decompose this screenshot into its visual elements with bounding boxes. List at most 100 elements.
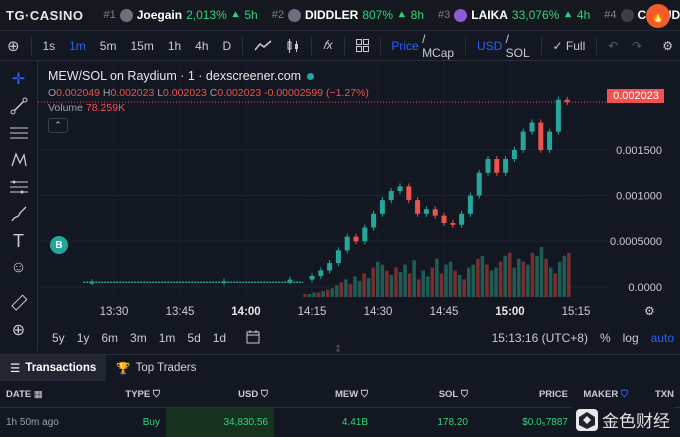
text-icon[interactable]: T	[13, 230, 24, 251]
price-label: Price	[391, 38, 419, 53]
line-chart-icon[interactable]	[247, 31, 279, 61]
horizontal-lines-icon[interactable]	[7, 123, 31, 143]
header-sol[interactable]: SOL ⛉	[374, 382, 474, 407]
header-date-label: DATE	[6, 389, 32, 400]
redo-icon[interactable]: ↷	[632, 38, 643, 53]
interval-1h[interactable]: 1h	[167, 38, 182, 53]
volume-bar	[321, 291, 325, 297]
clock-readout[interactable]: 15:13:16 (UTC+8)	[491, 331, 588, 345]
volume-bar	[325, 289, 330, 297]
header-date[interactable]: DATE ▦	[0, 382, 100, 407]
undo-icon[interactable]: ↶	[608, 38, 619, 53]
ticker-rank: #3	[438, 9, 451, 21]
volume-label: Volume	[48, 102, 84, 114]
tab-transactions[interactable]: ☰ Transactions	[0, 354, 107, 381]
candle	[476, 172, 482, 196]
interval-4h[interactable]: 4h	[195, 38, 209, 53]
percent-toggle[interactable]: %	[599, 331, 611, 345]
header-type[interactable]: TYPE ⛉	[100, 382, 166, 407]
volume-bar	[348, 283, 353, 297]
candle	[415, 200, 421, 214]
resize-handle-icon[interactable]: ⇕	[334, 344, 343, 355]
ticker-item-3[interactable]: #3 LAIKA 33,076% ⯅ 4h	[438, 8, 590, 23]
usd-sol-toggle[interactable]: USD / SOL	[470, 31, 537, 61]
fib-icon[interactable]	[7, 177, 31, 197]
range-6m[interactable]: 6m	[101, 331, 119, 345]
mcap-label: / MCap	[422, 31, 455, 60]
candle	[547, 131, 553, 150]
divider	[379, 36, 381, 55]
brush-icon[interactable]	[7, 204, 31, 224]
interval-5m[interactable]: 5m	[99, 38, 117, 53]
header-txn[interactable]: TXN	[634, 382, 680, 407]
x-tick-label: 14:15	[298, 306, 327, 318]
add-indicator-icon[interactable]: ⊕	[7, 37, 20, 55]
range-5y[interactable]: 5y	[52, 331, 65, 345]
y-tick-label: 0.001000	[616, 191, 662, 203]
ticker-rank: #4	[604, 9, 617, 21]
token-avatar-icon	[287, 8, 301, 22]
zoom-icon[interactable]: ⊕	[11, 322, 26, 339]
indicators-icon[interactable]: 𝑓x	[322, 38, 333, 52]
ticker-pct: 33,076%	[511, 8, 560, 22]
header-mew[interactable]: MEW ⛉	[274, 382, 374, 407]
range-1m[interactable]: 1m	[158, 331, 176, 345]
low-value: 0.002023	[163, 87, 207, 99]
buy-marker[interactable]: B	[50, 236, 68, 254]
tg-casino-logo[interactable]: TG·CASINO	[6, 7, 84, 23]
log-toggle[interactable]: log	[622, 331, 639, 345]
candles-icon[interactable]	[279, 31, 307, 61]
range-1d[interactable]: 1d	[212, 331, 227, 345]
change-value: -0.00002599 (−1.27%)	[264, 87, 369, 99]
header-price[interactable]: PRICE	[474, 382, 574, 407]
fire-icon[interactable]: 🔥	[646, 4, 670, 28]
volume-bar	[412, 260, 416, 297]
divider	[465, 36, 466, 55]
price-mcap-toggle[interactable]: Price / MCap	[384, 31, 461, 61]
interval-d[interactable]: D	[222, 38, 232, 53]
chart-toolbar: ⊕ 1s 1m 5m 15m 1h 4h D 𝑓x Price / MCap U…	[0, 31, 680, 61]
collapse-legend-button[interactable]: ⌃	[48, 118, 68, 133]
ticker-item-1[interactable]: #1 Joegain 2,013% ⯅ 5h	[103, 8, 257, 23]
emoji-icon[interactable]: ☺	[10, 259, 27, 276]
candle	[362, 227, 368, 242]
candle	[397, 186, 403, 191]
volume-bar	[357, 280, 362, 297]
pattern-icon[interactable]	[7, 150, 31, 170]
full-toggle[interactable]: ✓ Full	[546, 31, 593, 61]
header-usd-label: USD	[238, 389, 259, 400]
interval-1s[interactable]: 1s	[42, 38, 56, 53]
header-maker[interactable]: MAKER ⛉	[574, 382, 634, 407]
crosshair-icon[interactable]: ✛	[11, 71, 26, 88]
axis-settings-icon: ⚙	[644, 304, 655, 318]
ticker-item-2[interactable]: #2 DIDDLER 807% ⯅ 8h	[272, 8, 424, 23]
tab-top-traders[interactable]: 🏆 Top Traders	[106, 355, 206, 381]
candle	[335, 250, 341, 264]
range-5d[interactable]: 5d	[187, 331, 201, 345]
volume-readout: Volume 78.259K	[48, 102, 369, 114]
settings-icon[interactable]: ⚙	[662, 38, 673, 53]
header-usd[interactable]: USD ⛉	[166, 382, 274, 407]
range-3m[interactable]: 3m	[130, 331, 147, 345]
trend-line-icon[interactable]	[7, 96, 31, 116]
auto-toggle[interactable]: auto	[650, 331, 674, 345]
interval-1m[interactable]: 1m	[69, 38, 86, 53]
table-row[interactable]: 1h 50m ago Buy 34,830.56 4.41B 178.20 $0…	[0, 408, 680, 437]
volume-bar	[457, 274, 462, 297]
divider	[242, 36, 244, 55]
interval-15m[interactable]: 15m	[130, 38, 154, 53]
volume-bar	[385, 270, 389, 297]
volume-bar	[316, 292, 321, 297]
sprout-icon: ⯅	[230, 7, 241, 22]
candlestick-chart[interactable]: 0.001500 0.001000 0.0005000 0.0000 13:30 13:4…	[38, 61, 680, 326]
layout-grid-icon[interactable]	[349, 31, 376, 61]
sol-label: / SOL	[505, 31, 530, 60]
ruler-icon[interactable]	[7, 293, 31, 313]
filter-icon: ⛉	[460, 389, 468, 400]
price-chart[interactable]: 0.001500 0.001000 0.0005000 0.0000 13:30 13:4…	[38, 61, 680, 351]
candle	[459, 213, 465, 225]
calendar-icon[interactable]	[240, 329, 266, 347]
volume-bar	[448, 261, 453, 297]
volume-bar	[421, 270, 426, 297]
range-1y[interactable]: 1y	[76, 331, 90, 345]
